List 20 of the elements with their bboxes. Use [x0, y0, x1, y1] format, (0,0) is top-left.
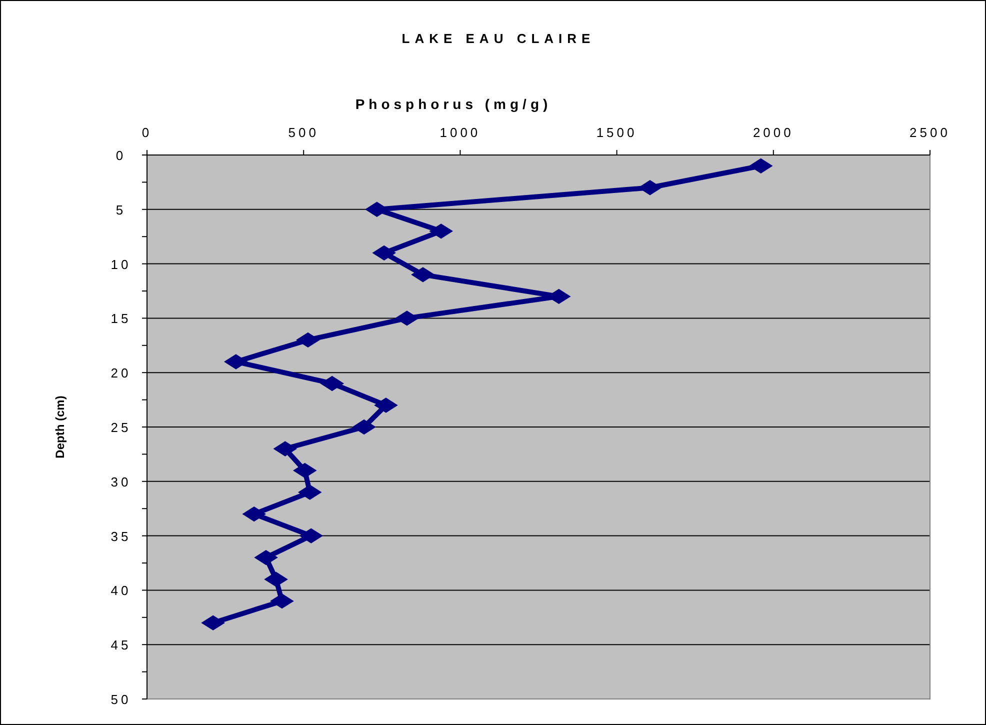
x-tick-label: 1500 [596, 125, 638, 140]
x-tick-label: 2000 [752, 125, 794, 140]
y-tick-label: 40 [110, 583, 132, 598]
y-tick-label: 25 [110, 420, 132, 435]
chart-title: LAKE EAU CLAIRE [402, 31, 596, 46]
y-tick-label: 30 [110, 474, 132, 490]
y-tick-label: 45 [110, 638, 132, 653]
y-tick-label: 0 [116, 148, 126, 163]
y-tick-label: 5 [116, 202, 126, 218]
y-tick-label: 35 [110, 528, 132, 544]
x-tick-label: 1000 [440, 125, 481, 140]
y-tick-label: 20 [110, 366, 132, 381]
y-tick-label: 10 [110, 256, 132, 272]
x-axis-title: Phosphorus (mg/g) [355, 96, 552, 112]
x-tick-label: 0 [142, 125, 152, 140]
y-tick-label: 15 [110, 311, 132, 326]
x-tick-label: 500 [288, 125, 319, 140]
y-tick-label: 50 [110, 692, 132, 707]
x-tick-label: 2500 [910, 125, 950, 140]
y-axis-title: Depth (cm) [53, 396, 67, 458]
